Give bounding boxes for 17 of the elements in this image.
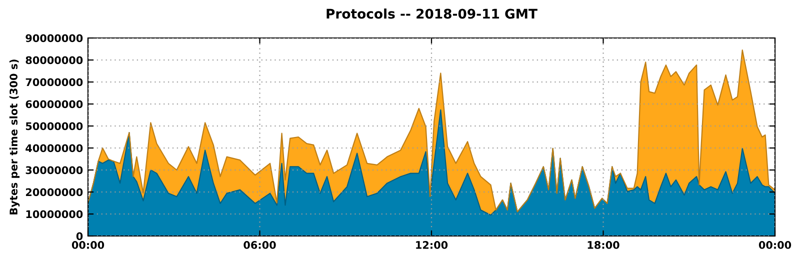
chart-title: Protocols -- 2018-09-11 GMT <box>326 8 538 19</box>
y-tick-label: 50000000 <box>26 122 83 130</box>
y-tick-label: 90000000 <box>26 34 83 42</box>
x-tick-label: 18:00 <box>588 241 620 249</box>
x-tick-label: 00:00 <box>758 241 792 249</box>
x-tick-label: 00:00 <box>72 241 104 249</box>
y-axis-title: Bytes per time slot (300 s) <box>9 60 20 214</box>
y-tick-label: 70000000 <box>26 78 83 86</box>
y-tick-label: 80000000 <box>26 56 83 64</box>
y-tick-label: 20000000 <box>26 188 83 196</box>
y-tick-label: 10000000 <box>26 210 83 218</box>
x-tick-label: 12:00 <box>416 241 448 249</box>
y-tick-label: 0 <box>76 232 83 240</box>
y-tick-label: 60000000 <box>26 100 83 108</box>
x-tick-label: 06:00 <box>244 241 276 249</box>
y-tick-label: 40000000 <box>26 144 83 152</box>
y-tick-label: 30000000 <box>26 166 83 174</box>
